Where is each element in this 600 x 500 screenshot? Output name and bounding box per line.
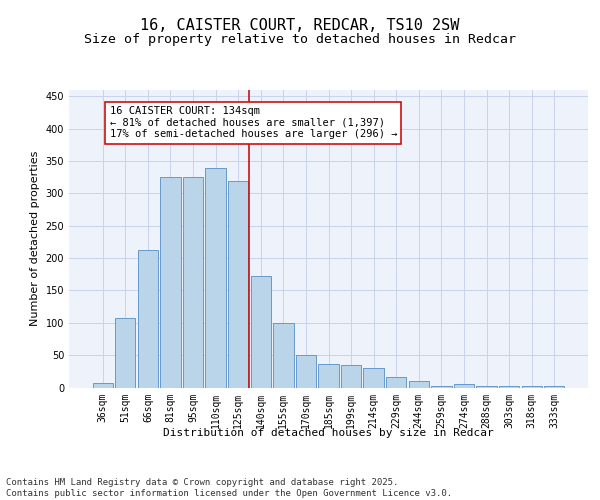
Bar bbox=[319, 364, 338, 388]
Bar bbox=[386, 376, 406, 388]
Y-axis label: Number of detached properties: Number of detached properties bbox=[30, 151, 40, 326]
Bar bbox=[364, 368, 384, 388]
Bar bbox=[296, 354, 316, 388]
Bar bbox=[499, 386, 519, 388]
Bar bbox=[544, 386, 565, 388]
Bar bbox=[341, 365, 361, 388]
Bar bbox=[273, 323, 293, 388]
Bar bbox=[476, 386, 497, 388]
Text: Size of property relative to detached houses in Redcar: Size of property relative to detached ho… bbox=[84, 32, 516, 46]
Bar bbox=[454, 384, 474, 388]
Bar bbox=[115, 318, 136, 388]
Bar bbox=[138, 250, 158, 388]
Bar bbox=[160, 178, 181, 388]
Text: 16 CAISTER COURT: 134sqm
← 81% of detached houses are smaller (1,397)
17% of sem: 16 CAISTER COURT: 134sqm ← 81% of detach… bbox=[110, 106, 397, 140]
Bar bbox=[431, 386, 452, 388]
Bar bbox=[409, 381, 429, 388]
Bar bbox=[183, 178, 203, 388]
Bar bbox=[228, 180, 248, 388]
Text: Contains HM Land Registry data © Crown copyright and database right 2025.
Contai: Contains HM Land Registry data © Crown c… bbox=[6, 478, 452, 498]
Bar bbox=[205, 168, 226, 388]
Bar bbox=[251, 276, 271, 388]
Text: Distribution of detached houses by size in Redcar: Distribution of detached houses by size … bbox=[163, 428, 494, 438]
Bar bbox=[521, 386, 542, 388]
Text: 16, CAISTER COURT, REDCAR, TS10 2SW: 16, CAISTER COURT, REDCAR, TS10 2SW bbox=[140, 18, 460, 32]
Bar bbox=[92, 383, 113, 388]
